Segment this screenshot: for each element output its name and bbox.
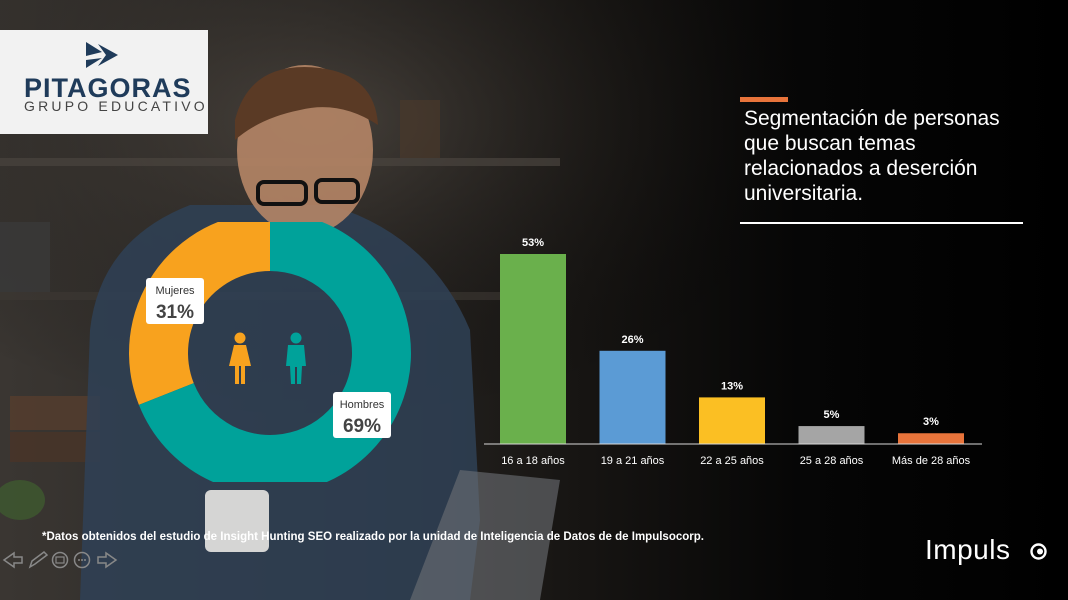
footnote: *Datos obtenidos del estudio de Insight … [42, 531, 704, 543]
donut-slice-mujeres [129, 222, 270, 405]
donut-label-mujeres: Mujeres 31% [146, 278, 204, 324]
bar-3 [699, 397, 765, 444]
donut-label-hombres-name: Hombres [340, 399, 385, 411]
donut-label-mujeres-value: 31% [156, 302, 194, 323]
bar-1 [500, 254, 566, 444]
donut-label-hombres: Hombres 69% [333, 392, 391, 438]
bar-4 [798, 426, 865, 444]
title-underline [740, 222, 1023, 224]
bar-2 [599, 350, 666, 444]
logo-subtitle: GRUPO EDUCATIVO [24, 98, 208, 114]
donut-label-hombres-value: 69% [343, 416, 381, 437]
female-icon [229, 332, 251, 384]
bar-5 [898, 433, 964, 444]
bar-value-label-4: 5% [824, 409, 840, 421]
logo-name: PITAGORAS [24, 73, 192, 103]
impulso-o-icon [1030, 543, 1047, 560]
category-label-1: 16 a 18 años [501, 455, 565, 467]
forward-arrow-icon[interactable] [97, 551, 118, 569]
category-label-4: 25 a 28 años [800, 455, 864, 467]
menu-icon[interactable] [73, 551, 91, 569]
bar-value-label-2: 26% [621, 334, 643, 346]
male-icon [286, 332, 306, 384]
accent-bar [740, 97, 788, 102]
category-label-3: 22 a 25 años [700, 455, 764, 467]
donut-label-mujeres-name: Mujeres [155, 285, 195, 297]
slide-title: Segmentación de personas que buscan tema… [744, 107, 1000, 205]
slideshow-nav [2, 551, 118, 569]
double-chevron-logo-icon [86, 42, 118, 68]
donut-chart: Mujeres 31% Hombres 69% [129, 222, 411, 482]
bar-chart: 53% 16 a 18 años 26% 19 a 21 años 13% 22 a 25… [484, 237, 982, 467]
slides-icon[interactable] [51, 551, 69, 569]
back-arrow-icon[interactable] [2, 551, 23, 569]
pen-icon[interactable] [28, 551, 49, 569]
category-label-2: 19 a 21 años [601, 455, 665, 467]
bar-value-label-3: 13% [721, 380, 743, 392]
category-label-5: Más de 28 años [892, 455, 971, 467]
bar-value-label-1: 53% [522, 237, 544, 249]
bar-value-label-5: 3% [923, 416, 939, 428]
brand-name: Impuls [925, 534, 1011, 565]
